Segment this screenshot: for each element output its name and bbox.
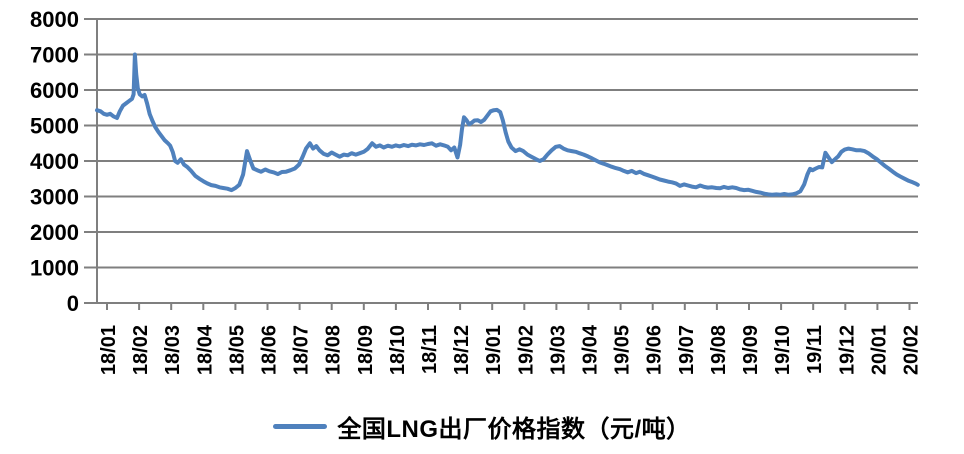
x-axis-tick-label: 19/10 bbox=[772, 325, 794, 375]
x-axis-tick-label: 19/02 bbox=[515, 325, 537, 375]
x-axis-tick-label: 19/06 bbox=[644, 325, 666, 375]
y-axis-tick-label: 4000 bbox=[30, 149, 79, 174]
y-axis-tick-label: 1000 bbox=[30, 256, 79, 281]
x-axis-tick-label: 19/11 bbox=[804, 325, 826, 374]
x-axis-tick-label: 18/01 bbox=[98, 325, 120, 375]
x-axis-tick-label: 18/05 bbox=[226, 325, 248, 375]
x-axis-tick-label: 18/12 bbox=[451, 325, 473, 375]
x-axis-tick-label: 18/03 bbox=[162, 325, 184, 375]
x-axis-tick-label: 18/10 bbox=[387, 325, 409, 375]
x-axis-tick-label: 19/07 bbox=[676, 325, 698, 375]
x-axis-tick-label: 19/03 bbox=[547, 325, 569, 375]
x-axis-tick-label: 18/04 bbox=[194, 324, 216, 375]
y-axis-tick-label: 5000 bbox=[30, 114, 79, 139]
x-axis-tick-label: 18/07 bbox=[291, 325, 313, 375]
x-axis-tick-label: 18/11 bbox=[419, 325, 441, 374]
x-axis-tick-label: 18/06 bbox=[259, 325, 281, 375]
y-axis-tick-label: 2000 bbox=[30, 220, 79, 245]
x-axis-tick-label: 20/02 bbox=[901, 325, 923, 375]
x-axis-tick-label: 19/08 bbox=[708, 325, 730, 375]
x-axis-tick-label: 19/09 bbox=[740, 325, 762, 375]
price-line bbox=[95, 52, 920, 197]
y-axis-tick-label: 0 bbox=[67, 291, 79, 316]
x-axis-tick-label: 18/08 bbox=[323, 325, 345, 375]
y-axis-tick-label: 8000 bbox=[30, 7, 79, 32]
legend: 全国LNG出厂价格指数（元/吨） bbox=[0, 406, 964, 446]
y-axis-tick-label: 3000 bbox=[30, 185, 79, 210]
y-axis-tick-label: 6000 bbox=[30, 78, 79, 103]
legend-line-swatch bbox=[273, 423, 328, 429]
x-axis-tick-label: 18/02 bbox=[130, 325, 152, 375]
x-axis-tick-label: 19/12 bbox=[836, 325, 858, 375]
x-axis-tick-label: 19/05 bbox=[612, 325, 634, 375]
x-axis-tick-label: 19/04 bbox=[580, 324, 602, 375]
y-axis-tick-label: 7000 bbox=[30, 43, 79, 68]
x-axis-tick-label: 19/01 bbox=[483, 325, 505, 375]
legend-label: 全国LNG出厂价格指数（元/吨） bbox=[337, 415, 691, 443]
x-axis-tick-label: 18/09 bbox=[355, 325, 377, 375]
x-axis-tick-label: 20/01 bbox=[868, 325, 890, 375]
